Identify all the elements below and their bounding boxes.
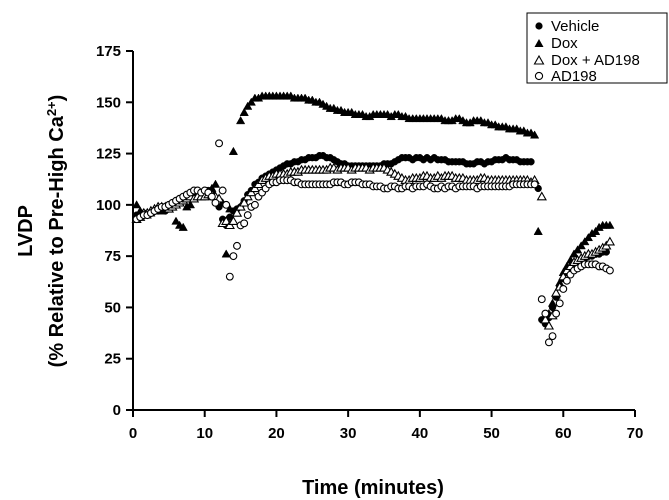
data-point <box>544 338 553 347</box>
y-tick-label: 150 <box>96 94 121 111</box>
data-point <box>228 215 239 225</box>
y-axis-title-line2: (% Relative to Pre-High Ca2+) <box>44 95 69 368</box>
data-point <box>543 320 555 330</box>
data-point <box>559 285 568 293</box>
y-axis-title-close: ) <box>46 95 68 102</box>
data-point <box>221 215 232 225</box>
y-axis-title: LVDP (% Relative to Pre-High Ca2+) <box>15 95 68 368</box>
x-tick-label: 30 <box>340 425 357 442</box>
y-tick-label: 175 <box>96 43 121 60</box>
legend-item-vehicle: Vehicle <box>535 18 599 35</box>
data-point <box>250 200 259 209</box>
data-point <box>231 207 243 217</box>
legend-marker-dox <box>534 39 544 47</box>
data-point <box>550 287 562 297</box>
data-point <box>541 309 550 318</box>
data-point <box>210 179 221 188</box>
data-point <box>229 252 238 261</box>
x-tick-label: 50 <box>483 425 500 442</box>
x-tick-label: 60 <box>555 425 572 442</box>
data-point <box>605 266 614 275</box>
legend-label-ad198: AD198 <box>551 68 597 85</box>
data-point <box>207 192 216 201</box>
y-tick-label: 100 <box>96 197 121 214</box>
data-point <box>604 236 616 246</box>
data-point <box>240 219 249 228</box>
legend-marker-vehicle <box>535 22 543 30</box>
series-dox <box>131 91 615 324</box>
data-point <box>572 245 583 254</box>
data-point <box>222 200 231 209</box>
data-point <box>235 115 246 125</box>
data-point <box>131 200 142 209</box>
data-point <box>530 180 539 189</box>
data-point <box>547 298 558 307</box>
y-tick-label: 125 <box>96 146 121 163</box>
ticks: 0 10 20 30 40 50 60 70 0 25 50 75 100 125 150 175 <box>96 43 643 442</box>
data-point <box>178 222 188 231</box>
data-point <box>536 191 547 201</box>
data-point <box>562 276 571 285</box>
data-point <box>590 226 601 235</box>
y-tick-label: 50 <box>104 299 121 316</box>
x-tick-label: 10 <box>196 425 213 442</box>
data-point <box>215 139 224 148</box>
data-point <box>246 97 256 106</box>
legend-marker-ad198 <box>534 71 544 81</box>
data-point <box>533 226 543 235</box>
legend: Vehicle Dox Dox + AD198 AD198 <box>526 12 668 85</box>
legend-item-dox: Dox <box>534 35 578 52</box>
data-point <box>580 237 590 246</box>
data-point <box>555 299 564 308</box>
data-point <box>529 130 540 139</box>
series-ad198 <box>132 139 614 347</box>
y-axis-title-line1: LVDP <box>15 205 37 257</box>
legend-label-vehicle: Vehicle <box>551 18 599 35</box>
series-vehicle <box>132 151 610 328</box>
legend-item-dox-ad198: Dox + AD198 <box>533 52 640 69</box>
data-point <box>243 101 253 110</box>
x-axis-title: Time (minutes) <box>302 477 444 499</box>
data-point <box>239 107 249 116</box>
y-tick-label: 25 <box>104 351 121 368</box>
data-point <box>233 241 241 250</box>
x-tick-label: 40 <box>412 425 429 442</box>
legend-label-dox: Dox <box>551 35 578 52</box>
y-tick-label: 75 <box>104 248 121 265</box>
data-point <box>243 211 252 220</box>
x-tick-label: 70 <box>627 425 644 442</box>
data-point <box>218 186 227 195</box>
legend-label-dox-ad198: Dox + AD198 <box>551 52 640 69</box>
legend-box <box>526 12 668 84</box>
legend-marker-dox-ad198 <box>533 54 545 65</box>
data-point <box>239 197 250 207</box>
data-point <box>185 200 196 209</box>
x-tick-label: 0 <box>129 425 137 442</box>
data-point <box>548 332 557 341</box>
y-axis-title-main: (% Relative to Pre-High Ca <box>46 115 68 367</box>
data-point <box>583 232 594 242</box>
x-tick-label: 20 <box>268 425 285 442</box>
data-point <box>225 272 234 281</box>
axes <box>132 51 635 411</box>
data-point <box>527 158 535 166</box>
data-point <box>171 216 181 225</box>
y-tick-label: 0 <box>113 402 121 419</box>
data-point <box>576 241 586 250</box>
data-point <box>552 309 561 318</box>
data-point <box>537 295 546 304</box>
legend-item-ad198: AD198 <box>534 68 597 85</box>
data-point <box>228 146 239 155</box>
data-point <box>605 220 615 229</box>
y-axis-title-superscript: 2+ <box>44 101 59 116</box>
data-points <box>131 91 616 347</box>
data-point <box>221 249 231 258</box>
data-point <box>211 198 220 207</box>
